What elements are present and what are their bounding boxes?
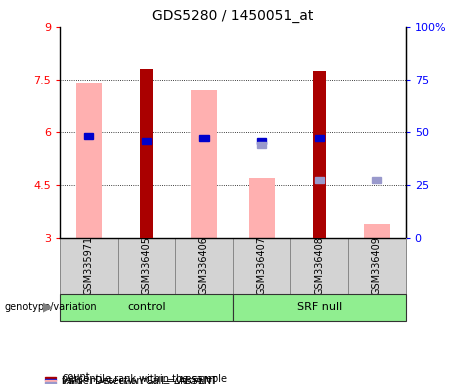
Text: count: count bbox=[62, 372, 90, 382]
Bar bbox=[314, 177, 324, 183]
Bar bbox=[84, 133, 93, 139]
Bar bbox=[45, 379, 56, 380]
Text: GSM335971: GSM335971 bbox=[84, 237, 94, 295]
Text: SRF null: SRF null bbox=[296, 302, 342, 312]
Bar bbox=[191, 90, 217, 238]
Bar bbox=[313, 71, 325, 238]
Bar bbox=[233, 294, 406, 321]
Bar bbox=[118, 238, 175, 294]
Text: GSM336408: GSM336408 bbox=[314, 237, 324, 295]
Text: ▶: ▶ bbox=[43, 301, 53, 314]
Bar bbox=[45, 377, 56, 378]
Text: genotype/variation: genotype/variation bbox=[5, 302, 97, 312]
Bar bbox=[142, 139, 151, 144]
Bar bbox=[45, 381, 56, 382]
Bar bbox=[257, 142, 266, 147]
Text: control: control bbox=[127, 302, 165, 312]
Text: GSM336409: GSM336409 bbox=[372, 237, 382, 295]
Bar bbox=[76, 83, 102, 238]
Bar bbox=[233, 238, 290, 294]
Bar bbox=[60, 294, 233, 321]
Bar bbox=[257, 139, 266, 144]
Text: GSM336406: GSM336406 bbox=[199, 237, 209, 295]
Title: GDS5280 / 1450051_at: GDS5280 / 1450051_at bbox=[152, 9, 313, 23]
Text: GSM336405: GSM336405 bbox=[142, 237, 151, 295]
Bar bbox=[60, 238, 118, 294]
Text: value, Detection Call = ABSENT: value, Detection Call = ABSENT bbox=[62, 376, 218, 384]
Text: percentile rank within the sample: percentile rank within the sample bbox=[62, 374, 227, 384]
Bar bbox=[348, 238, 406, 294]
Text: rank, Detection Call = ABSENT: rank, Detection Call = ABSENT bbox=[62, 378, 213, 384]
Bar bbox=[175, 238, 233, 294]
Bar bbox=[314, 135, 324, 141]
Bar bbox=[290, 238, 348, 294]
Bar bbox=[140, 69, 153, 238]
Bar bbox=[372, 177, 382, 183]
Bar bbox=[199, 135, 208, 141]
Bar bbox=[364, 224, 390, 238]
Text: GSM336407: GSM336407 bbox=[257, 237, 266, 295]
Bar bbox=[45, 382, 56, 384]
Bar bbox=[248, 178, 275, 238]
